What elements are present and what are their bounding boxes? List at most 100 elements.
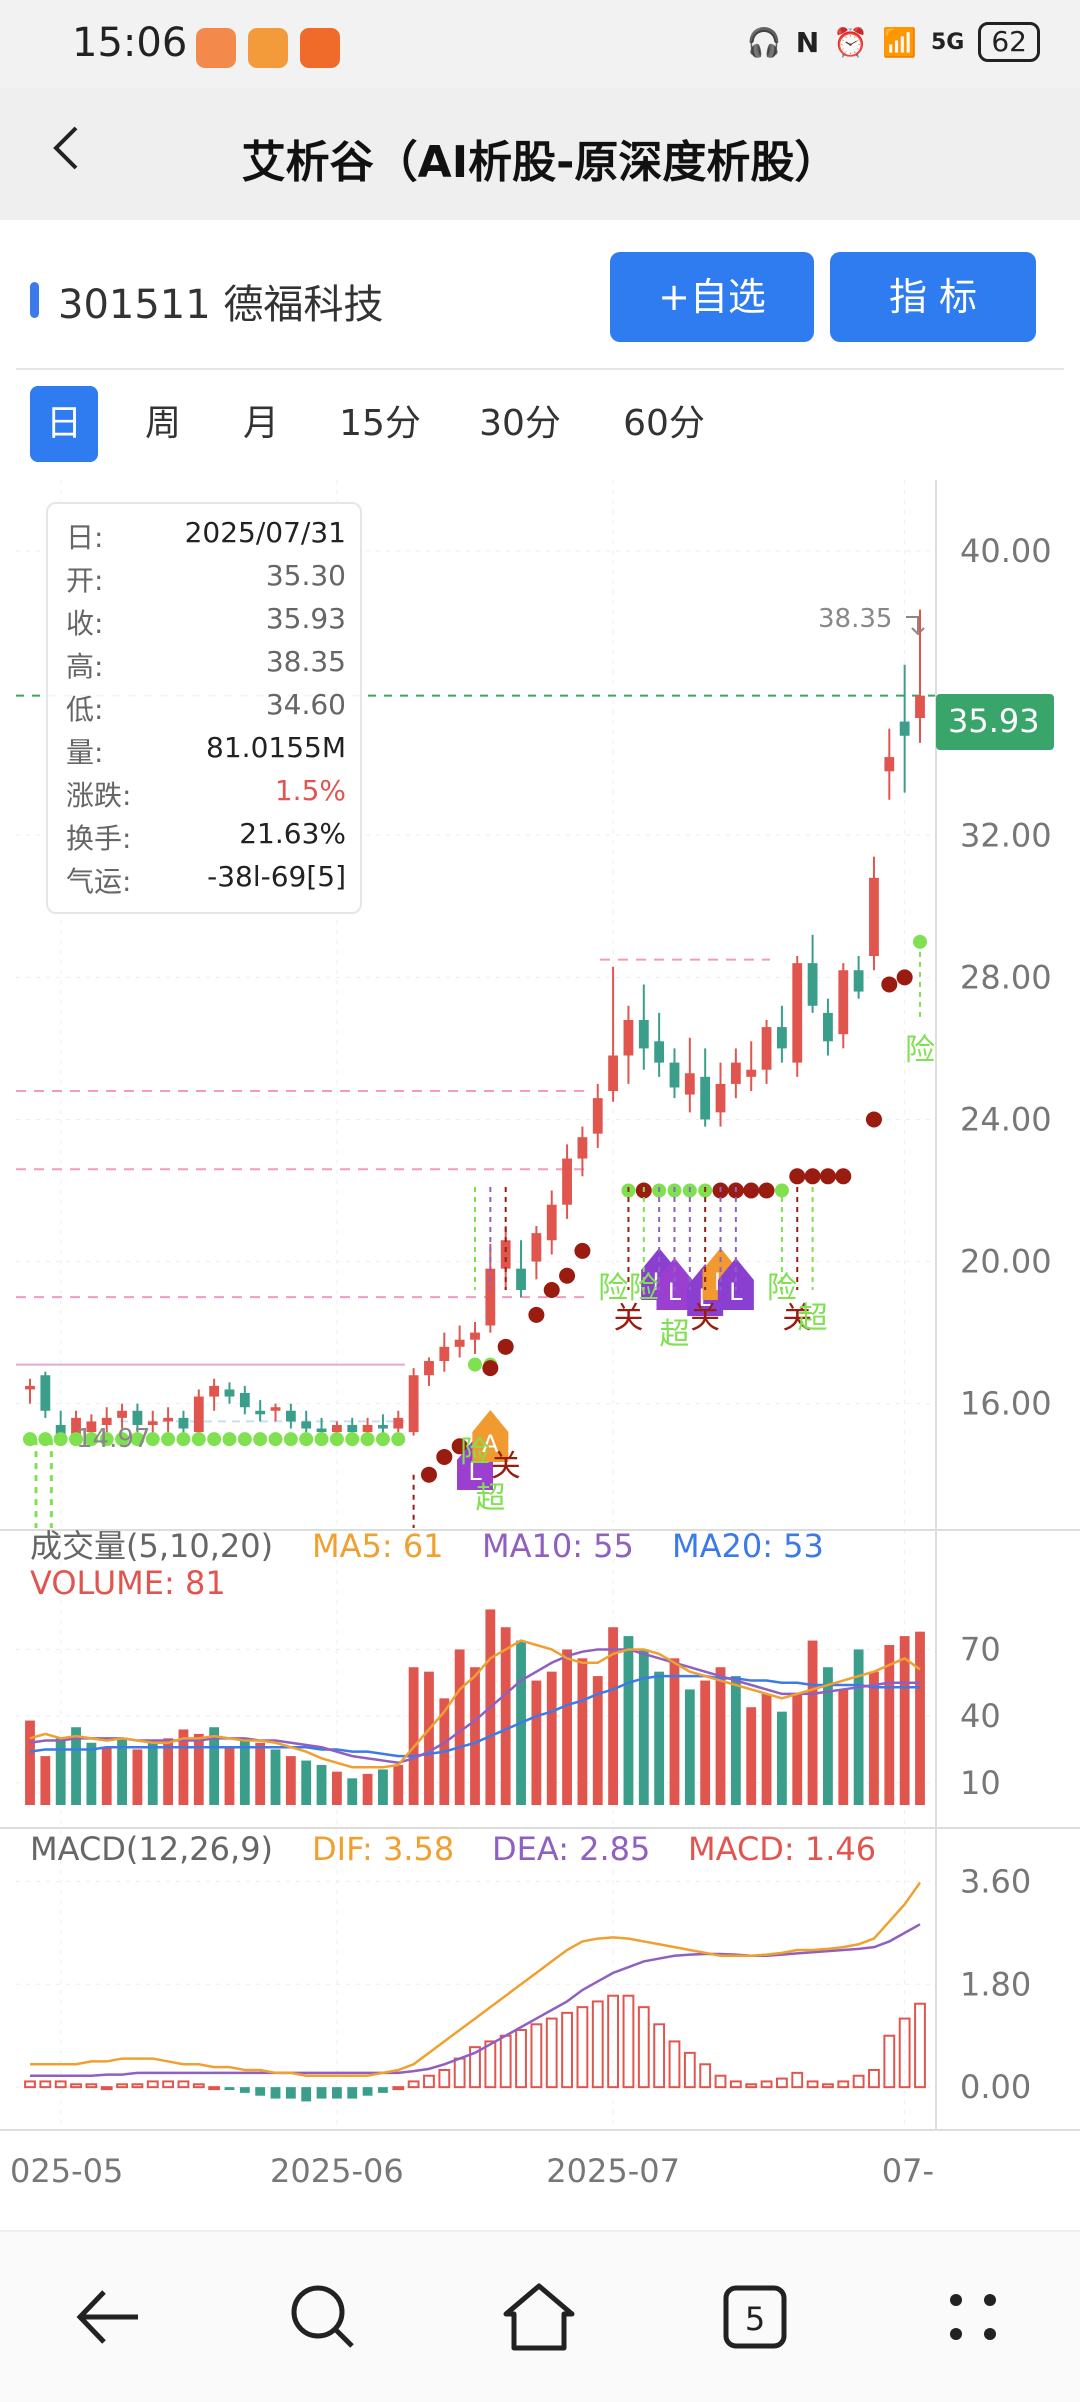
red-signal-dot	[543, 1281, 560, 1298]
volume-bar	[730, 1676, 741, 1805]
macd-bar	[100, 2086, 113, 2091]
macd-bar	[116, 2083, 128, 2089]
price-tick-label: 28.00	[960, 958, 1052, 996]
macd-bar	[499, 2034, 512, 2089]
tab-15min[interactable]: 15分	[339, 403, 421, 444]
candle-body	[239, 1393, 250, 1408]
tab-30min[interactable]: 30分	[479, 403, 561, 444]
candle-body	[577, 1137, 588, 1159]
nav-tabs-icon[interactable]: 5	[710, 2272, 800, 2362]
video-app-icon	[248, 28, 288, 68]
signal-stamp-letter: L	[668, 1278, 682, 1306]
stock-chart[interactable]: LALLLLL险关超险关险超关险关超险 40.0032.0028.0024.00…	[0, 470, 1080, 2200]
candle-body	[270, 1407, 281, 1411]
macd-bar	[453, 2057, 466, 2089]
green-signal-dot	[329, 1432, 344, 1447]
candle-body	[899, 721, 910, 736]
info-row: 量: 81.0155M	[66, 731, 346, 771]
macd-bar	[224, 2087, 235, 2090]
stock-name: 301511 德福科技	[58, 282, 384, 328]
nfc-icon: N	[795, 25, 820, 59]
candle-body	[86, 1421, 97, 1433]
tab-week[interactable]: 周	[144, 403, 181, 444]
tab-day[interactable]: 日	[30, 386, 98, 462]
macd-bar	[714, 2074, 727, 2089]
volume-bar	[853, 1649, 864, 1805]
red-signal-dot	[420, 1466, 437, 1483]
volume-bar	[193, 1733, 204, 1805]
macd-bar	[591, 2000, 604, 2089]
info-row: 高: 38.35	[66, 645, 346, 685]
volume-bar	[684, 1689, 695, 1805]
green-signal-dot	[468, 1357, 482, 1372]
info-value: 1.5%	[274, 774, 346, 807]
nav-back-icon[interactable]	[62, 2272, 152, 2362]
volume-bar	[347, 1778, 358, 1805]
red-signal-dot	[482, 1360, 499, 1377]
green-signal-dot	[176, 1432, 191, 1447]
volume-series	[25, 1609, 925, 1805]
macd-bar	[653, 2023, 666, 2089]
signal-label: 关	[491, 1449, 521, 1484]
macd-bar	[208, 2086, 221, 2091]
volume-bar	[132, 1749, 143, 1805]
red-signal-dot	[881, 976, 898, 993]
add-watchlist-button[interactable]: +自选	[610, 252, 814, 342]
macd-bar	[423, 2074, 435, 2089]
volume-bar	[316, 1765, 327, 1805]
green-signal-dot	[145, 1432, 160, 1447]
volume-ma10: MA10: 55	[482, 1527, 634, 1565]
signal-label: 超	[798, 1301, 828, 1336]
candle-body	[869, 877, 879, 957]
volume-bar	[715, 1667, 726, 1805]
tab-60min[interactable]: 60分	[623, 403, 705, 444]
signal-stamp-letter: A	[482, 1430, 499, 1458]
macd-bar	[407, 2080, 420, 2089]
candle-body	[55, 1424, 66, 1440]
volume-bar	[71, 1727, 81, 1805]
green-signal-dot	[360, 1432, 375, 1447]
volume-bar	[807, 1640, 818, 1805]
volume-ma20: MA20: 53	[672, 1527, 824, 1565]
candle-body	[608, 1055, 619, 1092]
candle-body	[209, 1385, 220, 1397]
indicator-button[interactable]: 指 标	[830, 252, 1036, 342]
signal-stamp-letter: L	[729, 1278, 743, 1306]
volume-bar	[470, 1667, 480, 1805]
macd-bar	[898, 2017, 911, 2089]
back-arrow-icon[interactable]	[40, 118, 100, 178]
nav-search-icon[interactable]	[278, 2272, 368, 2362]
signal-label: 险	[460, 1435, 490, 1470]
volume-bar	[700, 1680, 711, 1805]
signal-label: 超	[475, 1481, 505, 1516]
candle-body	[71, 1417, 81, 1440]
info-row: 气运: -38l-69[5]	[66, 860, 346, 900]
macd-bar	[70, 2083, 82, 2089]
macd-bar	[131, 2083, 144, 2089]
candle-body	[132, 1410, 143, 1425]
candle-body	[101, 1417, 112, 1425]
macd-bar	[775, 2077, 788, 2089]
macd-bar	[177, 2080, 190, 2089]
green-signal-dot	[130, 1432, 145, 1447]
price-tick-label: 20.00	[960, 1243, 1052, 1281]
signal-stamp	[717, 1258, 754, 1310]
red-signal-dot	[451, 1438, 468, 1455]
volume-ma5: MA5: 61	[312, 1527, 444, 1565]
volume-bar	[592, 1676, 603, 1805]
macd-bar	[683, 2051, 696, 2089]
volume-bar	[500, 1627, 511, 1805]
green-signal-dot	[69, 1432, 84, 1447]
candle-body	[500, 1240, 511, 1269]
macd-bar	[868, 2069, 880, 2089]
time-tick-label: 2025-06	[270, 2152, 404, 2190]
candle-body	[193, 1396, 204, 1433]
macd-bar	[576, 2006, 589, 2089]
volume-bar	[776, 1711, 787, 1805]
tab-month[interactable]: 月	[242, 403, 279, 444]
nav-home-icon[interactable]	[494, 2272, 584, 2362]
candle-body	[408, 1375, 419, 1433]
green-signal-dot	[115, 1432, 130, 1447]
candle-body	[347, 1424, 358, 1433]
nav-menu-icon[interactable]	[928, 2272, 1018, 2362]
